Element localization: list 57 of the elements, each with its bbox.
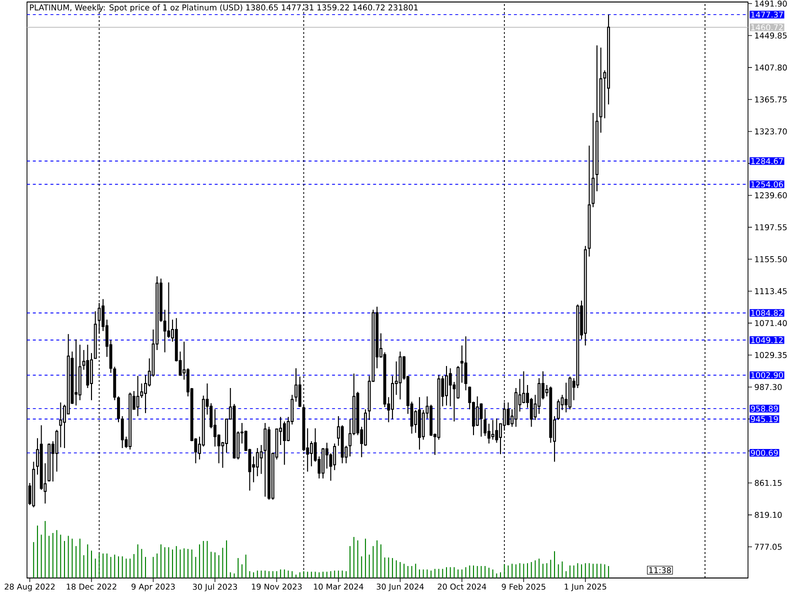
x-tick-label: 30 Jun 2024 (376, 584, 424, 592)
candlestick (445, 365, 448, 406)
ref-line-label: 1477.37 (751, 12, 783, 18)
candlestick (59, 402, 62, 448)
ref-line-label: 1084.82 (751, 310, 783, 316)
y-tick-label: 1029.35 (755, 352, 787, 358)
y-tick-label: 1407.80 (755, 64, 787, 71)
x-tick-label: 9 Apr 2023 (132, 584, 175, 592)
candlestick (491, 419, 494, 440)
y-tick-label: 1491.90 (755, 0, 787, 7)
x-tick-label: 28 Aug 2022 (4, 584, 55, 592)
y-tick-label: 1449.85 (755, 32, 787, 39)
ref-line-label: 1284.67 (751, 158, 783, 164)
x-tick-label: 30 Jul 2023 (192, 584, 237, 592)
y-tick-label: 1155.50 (755, 256, 787, 262)
candlestick (495, 418, 498, 444)
y-tick-label: 1323.70 (755, 128, 787, 134)
ref-line-label: 1460.72 (751, 24, 783, 30)
candlestick (556, 398, 560, 420)
candlestick (538, 378, 541, 414)
y-tick-label: 1365.75 (755, 96, 787, 102)
y-tick-label: 1071.40 (755, 320, 787, 326)
candlestick (333, 443, 336, 471)
ref-line-label: 1254.06 (751, 181, 783, 188)
ref-line-label: 1002.90 (751, 372, 783, 378)
candlestick (484, 408, 487, 436)
x-tick-label: 20 Oct 2024 (438, 584, 486, 590)
y-tick-label: 987.30 (754, 384, 782, 390)
x-tick-label: 19 Nov 2023 (252, 584, 302, 590)
ref-line-label: 900.69 (750, 450, 778, 456)
x-tick-label: 9 Feb 2025 (502, 584, 546, 590)
annotation: 11:38 (649, 567, 671, 574)
x-tick-label: 1 Jun 2025 (564, 584, 606, 592)
candlestick (264, 422, 267, 498)
y-tick-label: 1239.60 (755, 192, 787, 198)
y-tick-label: 861.15 (754, 480, 782, 486)
candlestick (90, 352, 93, 401)
candlestick (310, 440, 313, 467)
y-tick-label: 1197.55 (755, 224, 787, 230)
candlestick (136, 375, 140, 417)
candlestick (144, 374, 147, 414)
x-tick-label: 10 Mar 2024 (314, 584, 364, 590)
candlestick (282, 420, 286, 466)
candlestick (487, 423, 490, 444)
chart-title: PLATINUM, Weekly: Spot price of 1 oz Platinum (USD) 1380.65 1477.31 1359.22 1460.72 231801 (30, 4, 418, 12)
candlestick (74, 338, 78, 406)
candlestick (460, 344, 464, 384)
x-tick-label: 18 Dec 2022 (66, 584, 116, 590)
ref-line-label: 945.19 (750, 416, 778, 422)
y-tick-label: 777.05 (754, 544, 782, 550)
y-tick-label: 819.10 (754, 512, 782, 518)
y-tick-label: 1113.45 (755, 288, 787, 294)
candlestick (256, 448, 259, 477)
ref-line-label: 958.89 (750, 406, 778, 412)
ref-line-label: 1049.12 (751, 337, 783, 344)
candlestick (214, 408, 216, 448)
candlestick (530, 397, 533, 428)
